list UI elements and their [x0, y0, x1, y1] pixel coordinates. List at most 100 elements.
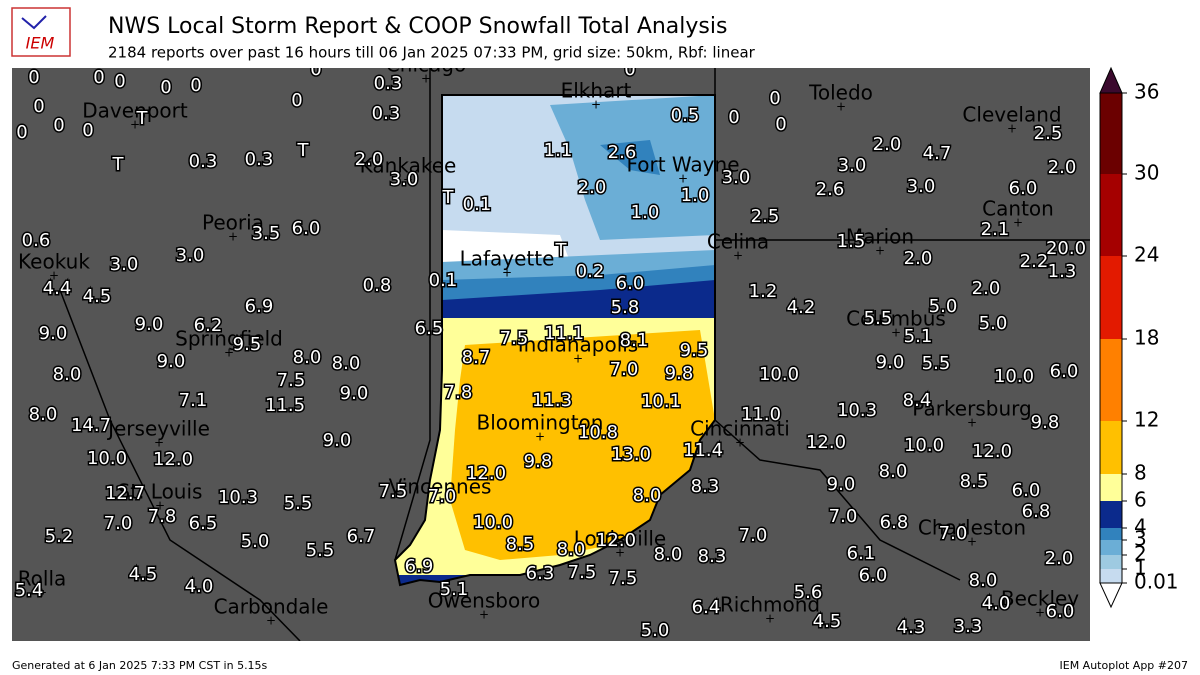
snow-report: 2.0	[1045, 548, 1074, 569]
snow-report: 3.0	[907, 176, 936, 197]
snow-report: 0.6	[22, 230, 51, 251]
colorbar-tick-label: 4	[1134, 515, 1147, 539]
snow-report: 1.1	[544, 140, 573, 161]
snow-report: 6.0	[1046, 601, 1075, 622]
city-marker: +	[228, 230, 238, 244]
city-marker: +	[1035, 606, 1045, 620]
city-marker: +	[765, 612, 775, 626]
colorbar-segment	[1100, 93, 1122, 174]
snow-report: 9.0	[135, 314, 164, 335]
snow-report: 6.8	[1022, 501, 1051, 522]
snow-report: 9.0	[39, 323, 68, 344]
snow-report: 6.3	[526, 563, 555, 584]
snow-report: 14.7	[71, 415, 111, 436]
snow-report: 8.0	[332, 353, 361, 374]
snow-report: 6.1	[847, 543, 876, 564]
city-label: Chicago	[386, 53, 466, 77]
snow-report: 2.6	[816, 179, 845, 200]
snow-report: 1.2	[749, 281, 778, 302]
city-marker: +	[154, 436, 164, 450]
snow-report: 7.0	[739, 525, 768, 546]
colorbar-segment	[1100, 339, 1122, 421]
city-marker: +	[735, 436, 745, 450]
snow-report: 0.8	[363, 275, 392, 296]
snow-report: 5.5	[922, 353, 951, 374]
city-marker: +	[573, 352, 583, 366]
snow-report: 9.0	[157, 351, 186, 372]
city-label: Beckley	[1001, 587, 1079, 611]
snow-report: 11.1	[544, 323, 584, 344]
snow-report: 8.0	[969, 570, 998, 591]
city-label: Rolla	[18, 567, 67, 591]
snow-report: 11.0	[741, 404, 781, 425]
snow-report: 3.0	[176, 245, 205, 266]
colorbar-tick-label: 12	[1134, 408, 1159, 432]
snow-report: 2.1	[981, 219, 1010, 240]
snow-report: 4.0	[185, 576, 214, 597]
snow-report: 0	[53, 115, 64, 136]
snow-report: 0.3	[374, 73, 403, 94]
snow-report: 7.8	[148, 506, 177, 527]
snow-report: 8.0	[557, 539, 586, 560]
snow-report: 8.3	[698, 546, 727, 567]
snow-report: 8.7	[462, 347, 491, 368]
snow-report: 9.8	[665, 363, 694, 384]
snow-report: 10.3	[218, 487, 258, 508]
snow-report: 4.2	[787, 297, 816, 318]
city-label: Kankakee	[360, 154, 457, 178]
snow-report: 10.0	[473, 512, 513, 533]
snow-report: 10.0	[87, 448, 127, 469]
snow-report: 2.0	[578, 177, 607, 198]
city-marker: +	[37, 586, 47, 600]
snow-report: 4.5	[83, 286, 112, 307]
city-label: Marion	[846, 225, 914, 249]
city-label: Owensboro	[428, 589, 540, 613]
colorbar-tick-label: 30	[1134, 161, 1159, 185]
snow-report: 1.0	[681, 185, 710, 206]
colorbar-extend-low	[1099, 582, 1123, 609]
city-label: Davenport	[82, 99, 188, 123]
snow-report: 11.3	[532, 390, 572, 411]
colorbar-tick-label: 18	[1134, 326, 1159, 350]
city-marker: +	[836, 100, 846, 114]
snow-report: 8.0	[633, 485, 662, 506]
city-marker: +	[967, 535, 977, 549]
city-label: Keokuk	[18, 250, 90, 274]
snow-report: 5.8	[611, 297, 640, 318]
snow-report: 2.0	[904, 248, 933, 269]
snow-report: 0	[33, 96, 44, 117]
city-marker: +	[479, 608, 489, 622]
city-label: Indianapolis	[518, 333, 638, 357]
snow-report: 4.4	[43, 278, 72, 299]
snow-report: 7.0	[610, 359, 639, 380]
city-label: Fort Wayne	[626, 153, 739, 177]
snow-report: 13.0	[611, 444, 651, 465]
snow-report: 0	[775, 114, 786, 135]
snow-report: 1.5	[837, 231, 866, 252]
snow-report: 11.4	[683, 440, 723, 461]
city-marker: +	[1013, 216, 1023, 230]
city-label: Louisville	[574, 527, 667, 551]
colorbar-tick-label: 8	[1134, 461, 1147, 485]
snow-report: 9.0	[340, 383, 369, 404]
city-marker: +	[733, 249, 743, 263]
snow-report: 0	[310, 59, 321, 80]
city-marker: +	[403, 173, 413, 187]
snow-report: 1.0	[631, 202, 660, 223]
snow-report: 0	[16, 122, 27, 143]
map: Chicago+ Elkhart+ Toledo+ Cleveland+Davenpo…	[12, 53, 1090, 641]
snow-report: 8.5	[960, 471, 989, 492]
colorbar-segment	[1100, 174, 1122, 256]
snow-report: 2.5	[1034, 123, 1063, 144]
logo-text: IEM	[26, 34, 55, 53]
snow-report: 0	[93, 67, 104, 88]
snow-report: 4.5	[129, 564, 158, 585]
snow-report: 7.5	[277, 370, 306, 391]
snow-report: 12.0	[153, 449, 193, 470]
snow-report: 6.0	[616, 273, 645, 294]
footer-left: Generated at 6 Jan 2025 7:33 PM CST in 5…	[12, 659, 268, 672]
snow-report: 9.0	[323, 430, 352, 451]
city-label: Vincennes	[389, 475, 492, 499]
snow-report: 8.0	[29, 404, 58, 425]
